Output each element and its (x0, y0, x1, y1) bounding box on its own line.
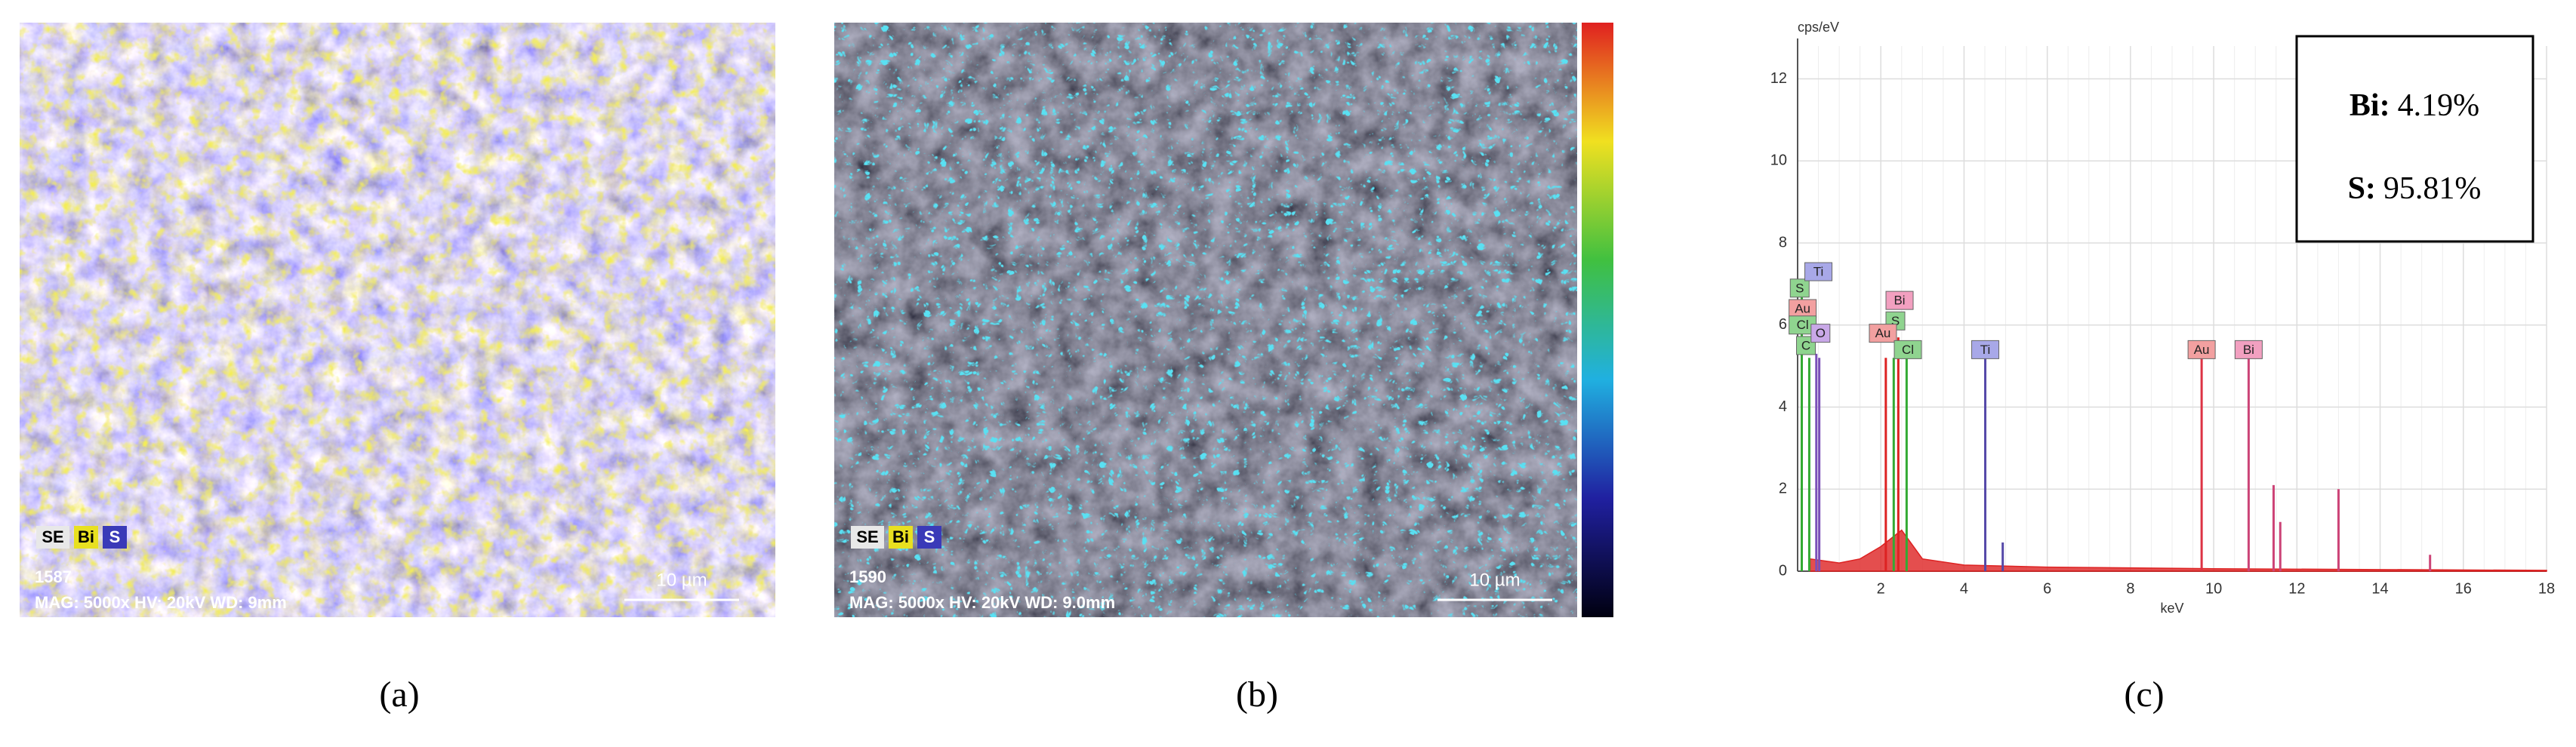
legend-swatch (103, 526, 127, 549)
peak-tag-label: Cl (1797, 318, 1809, 332)
x-tick-label: 8 (2126, 580, 2134, 597)
peak-tag (2234, 340, 2263, 359)
peak-tag-label: Cl (1902, 343, 1914, 357)
peak-tag-label: Au (2194, 343, 2210, 357)
peak-tag-label: Ti (1813, 265, 1824, 279)
scale-bar-label: 10 µm (656, 570, 707, 590)
color-bar (1582, 23, 1613, 617)
continuum-area (1809, 529, 2547, 572)
legend-label: SE (42, 527, 63, 546)
x-tick-label: 12 (2288, 580, 2305, 597)
y-tick-label: 2 (1779, 481, 1787, 497)
bi-intensity-overlay (834, 23, 1577, 617)
composition-entry: S: 95.81% (2348, 171, 2482, 206)
bi-map-overlay (20, 23, 775, 617)
peak-tag-label: C (1801, 338, 1810, 352)
peak-tag (1869, 324, 1897, 343)
peak-tag (1893, 340, 1922, 359)
legend-swatch (36, 526, 69, 549)
legend-label: Bi (78, 527, 94, 546)
image-info: MAG: 5000x HV: 20kV WD: 9.0mm (849, 593, 1115, 612)
image-id: 1587 (35, 567, 72, 586)
legend-label: S (924, 527, 935, 546)
y-tick-label: 8 (1779, 234, 1787, 251)
legend-swatch (74, 526, 98, 549)
percentage: 95.81% (2383, 171, 2482, 206)
peak-tag-label: S (1795, 281, 1804, 295)
peak-tag (1810, 324, 1831, 343)
peak-tag (1804, 262, 1833, 281)
peak-tag-label: Ti (1980, 343, 1991, 357)
peak-tag (2187, 340, 2216, 359)
legend-label: Bi (892, 527, 909, 546)
composition-entry: Bi: 4.19% (2350, 88, 2479, 123)
y-tick-label: 4 (1779, 398, 1787, 415)
y-tick-label: 6 (1779, 316, 1787, 333)
legend-swatch (851, 526, 884, 549)
image-id: 1590 (849, 567, 886, 586)
x-tick-label: 16 (2455, 580, 2472, 597)
peak-tag (1971, 340, 2000, 359)
peak-tag-label: Bi (1893, 294, 1905, 308)
percentage: 4.19% (2398, 88, 2480, 123)
peak-tag (1885, 290, 1914, 310)
peak-tag (1789, 299, 1817, 318)
x-axis-label: keV (2160, 601, 2183, 616)
x-tick-label: 18 (2538, 580, 2555, 597)
peak-tag (1789, 278, 1810, 298)
composition-box (2295, 35, 2534, 243)
peak-tag-label: Au (1875, 326, 1891, 340)
x-tick-label: 4 (1960, 580, 1968, 597)
y-axis-label: cps/eV (1798, 20, 1839, 35)
peak-tag-label: Bi (2243, 343, 2254, 357)
legend-label: SE (856, 527, 878, 546)
y-tick-label: 10 (1770, 152, 1787, 169)
x-tick-label: 6 (2043, 580, 2051, 597)
image-info: MAG: 5000x HV: 20kV WD: 9mm (35, 593, 287, 612)
panel-label: (b) (1236, 675, 1278, 715)
legend-swatch (917, 526, 941, 549)
y-tick-label: 12 (1770, 70, 1787, 87)
element: S: (2348, 171, 2376, 206)
peak-tag-label: Au (1795, 301, 1810, 315)
element: Bi: (2350, 88, 2390, 123)
x-tick-label: 14 (2371, 580, 2388, 597)
peak-tag-label: S (1891, 314, 1900, 328)
panel-label: (c) (2124, 675, 2164, 715)
panel-label: (a) (379, 675, 419, 715)
y-tick-label: 0 (1779, 562, 1787, 579)
peak-tag-label: O (1816, 326, 1826, 340)
x-tick-label: 10 (2205, 580, 2222, 597)
legend-label: S (109, 527, 121, 546)
legend-swatch (889, 526, 913, 549)
x-tick-label: 2 (1877, 580, 1885, 597)
scale-bar-label: 10 µm (1469, 570, 1520, 590)
